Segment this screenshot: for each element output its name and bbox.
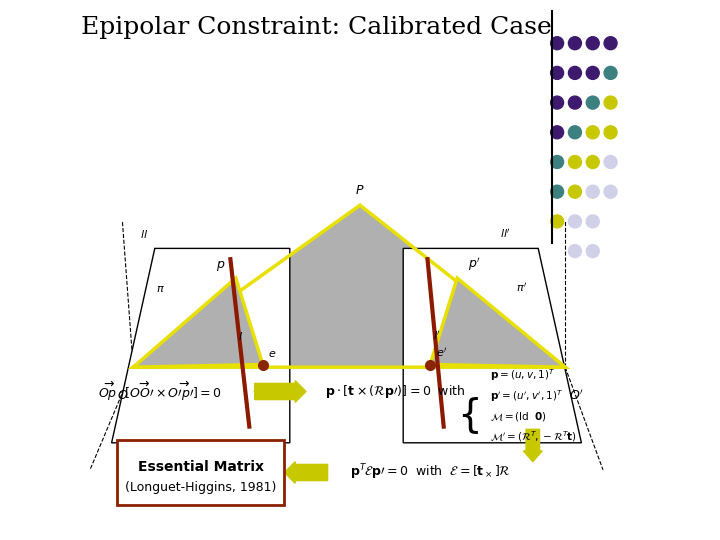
Text: $l'$: $l'$	[433, 329, 441, 342]
Circle shape	[569, 156, 582, 168]
Circle shape	[569, 96, 582, 109]
Text: $p$: $p$	[215, 259, 225, 273]
Text: Epipolar Constraint: Calibrated Case: Epipolar Constraint: Calibrated Case	[81, 16, 552, 39]
Circle shape	[551, 37, 564, 50]
Circle shape	[569, 245, 582, 258]
Text: $e'$: $e'$	[436, 346, 447, 359]
Text: $\pi$: $\pi$	[156, 284, 165, 294]
Text: $\mathbf{p} \cdot [\mathbf{t} \times (\mathcal{R}\mathbf{p}\prime)] = 0$  with: $\mathbf{p} \cdot [\mathbf{t} \times (\m…	[325, 383, 465, 400]
Circle shape	[586, 37, 599, 50]
Polygon shape	[133, 278, 263, 367]
Text: $e$: $e$	[269, 349, 276, 359]
FancyArrow shape	[284, 462, 328, 483]
Text: $\overrightarrow{Op} \cdot [\overrightarrow{OO\prime} \times \overrightarrow{O\p: $\overrightarrow{Op} \cdot [\overrightar…	[98, 380, 222, 403]
Text: $O$: $O$	[117, 389, 128, 402]
Text: $\mathbf{p}^T \mathcal{E} \mathbf{p}\prime = 0$  with  $\mathcal{E} = [\mathbf{t: $\mathbf{p}^T \mathcal{E} \mathbf{p}\pri…	[350, 463, 510, 482]
Text: $\mathcal{M} = (\mathrm{Id}\;\;\mathbf{0})$: $\mathcal{M} = (\mathrm{Id}\;\;\mathbf{0…	[490, 410, 546, 423]
Circle shape	[586, 126, 599, 139]
Circle shape	[569, 215, 582, 228]
Text: $\mathbf{p} = (u, v, 1)^T$: $\mathbf{p} = (u, v, 1)^T$	[490, 367, 555, 383]
Circle shape	[586, 96, 599, 109]
Text: Essential Matrix: Essential Matrix	[138, 460, 264, 474]
Circle shape	[604, 185, 617, 198]
Circle shape	[586, 156, 599, 168]
Polygon shape	[133, 205, 565, 367]
Circle shape	[586, 185, 599, 198]
Circle shape	[604, 37, 617, 50]
Circle shape	[569, 66, 582, 79]
Circle shape	[604, 96, 617, 109]
Polygon shape	[112, 248, 289, 443]
Circle shape	[604, 156, 617, 168]
Circle shape	[551, 215, 564, 228]
FancyArrow shape	[523, 429, 542, 462]
FancyArrow shape	[255, 381, 306, 402]
Text: $P$: $P$	[355, 184, 365, 197]
FancyBboxPatch shape	[117, 440, 284, 505]
Text: $l$: $l$	[238, 330, 243, 342]
Circle shape	[604, 126, 617, 139]
Text: $ll'$: $ll'$	[500, 227, 511, 240]
Polygon shape	[431, 278, 565, 367]
Circle shape	[586, 66, 599, 79]
Circle shape	[604, 66, 617, 79]
Text: $\mathcal{M}' = (\mathcal{R}^T, -\mathcal{R}^T\mathbf{t})$: $\mathcal{M}' = (\mathcal{R}^T, -\mathca…	[490, 429, 577, 444]
Circle shape	[586, 215, 599, 228]
Text: $\mathbf{p}' = (u', v', 1)^T$: $\mathbf{p}' = (u', v', 1)^T$	[490, 388, 563, 404]
Circle shape	[551, 185, 564, 198]
Circle shape	[569, 185, 582, 198]
Circle shape	[551, 156, 564, 168]
Circle shape	[551, 96, 564, 109]
Polygon shape	[403, 248, 582, 443]
Text: $ll$: $ll$	[140, 227, 148, 240]
Text: $\{$: $\{$	[457, 395, 479, 436]
Text: $O'$: $O'$	[569, 389, 583, 403]
Circle shape	[586, 245, 599, 258]
Circle shape	[569, 37, 582, 50]
Circle shape	[551, 66, 564, 79]
Text: (Longuet-Higgins, 1981): (Longuet-Higgins, 1981)	[125, 481, 276, 494]
Text: $p'$: $p'$	[468, 255, 481, 273]
Text: $\pi'$: $\pi'$	[516, 281, 528, 294]
Circle shape	[569, 126, 582, 139]
Circle shape	[551, 126, 564, 139]
